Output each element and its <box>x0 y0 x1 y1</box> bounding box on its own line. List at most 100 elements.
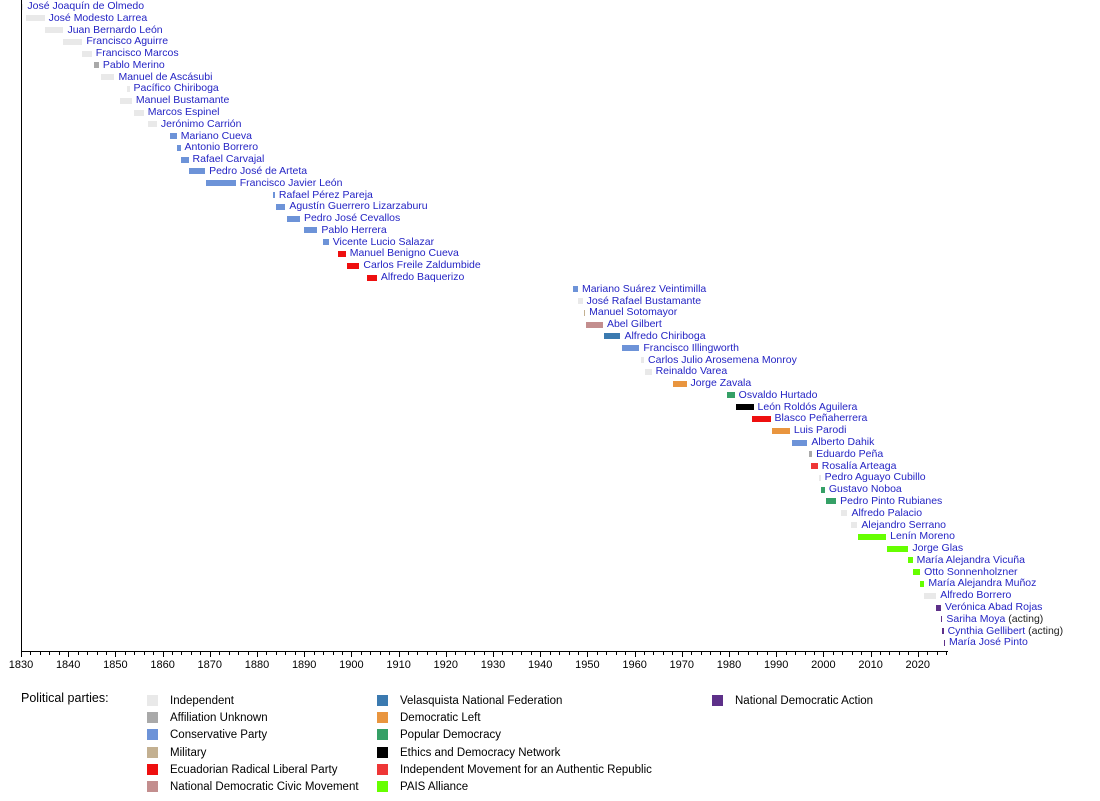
person-label: Manuel Benigno Cueva <box>350 248 459 259</box>
legend-swatch-democratic_left <box>377 712 388 724</box>
legend-swatch-popular_democracy <box>377 729 388 741</box>
person-label: Verónica Abad Rojas <box>945 602 1042 613</box>
term-bar <box>127 85 130 92</box>
minor-tick <box>672 652 674 655</box>
term-bar <box>791 439 808 446</box>
term-bar <box>101 74 115 81</box>
minor-tick <box>172 652 174 655</box>
person-label: Manuel de Ascásubi <box>118 70 213 83</box>
minor-tick <box>332 652 334 655</box>
minor-tick <box>615 652 617 655</box>
person-name: Manuel de Ascásubi <box>118 70 213 83</box>
person-label: José Rafael Bustamante <box>587 295 701 307</box>
acting-suffix: (acting) <box>1005 612 1044 625</box>
term-bar <box>886 545 909 552</box>
person-label: Rafael Pérez Pareja <box>279 189 373 201</box>
term-bar <box>573 286 578 293</box>
major-tick <box>304 652 306 657</box>
term-bar <box>772 427 790 434</box>
person-label: Lenín Moreno <box>890 531 955 542</box>
axis-year-label: 1960 <box>622 659 647 671</box>
person-label: Manuel Bustamante <box>136 95 229 106</box>
term-bar <box>304 227 318 234</box>
legend-label-mira: Independent Movement for an Authentic Re… <box>400 763 652 776</box>
legend-swatch-adn <box>712 695 723 706</box>
person-name: Gustavo Noboa <box>828 483 902 496</box>
person-name: Alfredo Palacio <box>851 506 923 519</box>
minor-tick <box>323 652 325 655</box>
person-label: Otto Sonnenholzner <box>924 566 1017 578</box>
legend-swatch-radical_liberal <box>147 763 158 775</box>
person-name: María Alejandra Muñoz <box>928 577 1037 590</box>
major-tick <box>68 652 70 657</box>
person-label: Pacífico Chiriboga <box>134 83 219 94</box>
axis-year-label: 1980 <box>716 659 742 671</box>
person-name: Manuel Benigno Cueva <box>349 247 459 260</box>
x-axis-line <box>21 651 948 652</box>
person-label: Vicente Lucio Salazar <box>333 236 434 248</box>
person-name: Francisco Aguirre <box>86 35 169 48</box>
y-axis-border <box>21 0 22 651</box>
minor-tick <box>549 652 551 655</box>
axis-year-label: 1860 <box>150 659 175 671</box>
term-bar <box>94 62 99 69</box>
person-label: Alfredo Baquerizo <box>381 272 464 283</box>
term-bar <box>603 333 621 340</box>
minor-tick <box>653 652 655 655</box>
legend-swatch-conservative <box>147 729 158 741</box>
minor-tick <box>426 652 428 655</box>
axis-year-label: 1880 <box>244 659 270 671</box>
minor-tick <box>294 652 296 655</box>
axis-year-label: 1870 <box>197 659 223 671</box>
minor-tick <box>483 652 485 655</box>
minor-tick <box>898 652 900 655</box>
minor-tick <box>757 652 759 655</box>
person-label: Cynthia Gellibert (acting) <box>948 625 1064 637</box>
major-tick <box>209 652 211 657</box>
minor-tick <box>474 652 476 655</box>
person-label: Jerónimo Carrión <box>161 118 242 130</box>
person-name: Osvaldo Hurtado <box>738 388 818 401</box>
person-name: Alejandro Serrano <box>861 518 947 531</box>
major-tick <box>21 652 22 657</box>
axis-year-label: 1970 <box>669 659 695 671</box>
major-tick <box>776 652 778 657</box>
minor-tick <box>832 652 834 655</box>
term-bar <box>585 321 603 328</box>
legend-label-velasquista: Velasquista National Federation <box>400 695 563 707</box>
term-bar <box>943 639 946 646</box>
person-name: Francisco Javier León <box>239 176 343 189</box>
term-bar <box>578 298 583 305</box>
person-label: Carlos Julio Arosemena Monroy <box>648 354 797 366</box>
person-name: Jorge Glas <box>912 542 964 555</box>
term-bar <box>169 133 177 140</box>
minor-tick <box>596 652 598 655</box>
legend-label-conservative: Conservative Party <box>170 729 268 742</box>
term-bar <box>924 592 937 599</box>
term-bar <box>338 250 346 257</box>
person-label: Alejandro Serrano <box>861 518 947 531</box>
term-bar <box>82 50 92 57</box>
person-name: Agustín Guerrero Lizarzaburu <box>289 200 428 213</box>
major-tick <box>587 652 589 657</box>
person-name: Jorge Zavala <box>690 377 752 390</box>
legend-label-adn: National Democratic Action <box>735 695 874 707</box>
minor-tick <box>946 652 948 655</box>
major-tick <box>162 652 164 657</box>
minor-tick <box>143 652 145 655</box>
axis-year-label: 1890 <box>291 659 317 671</box>
person-name: Pablo Herrera <box>321 223 387 236</box>
person-name: Manuel Bustamante <box>135 94 230 107</box>
major-tick <box>729 652 730 657</box>
term-bar <box>275 203 286 210</box>
person-name: Antonio Borrero <box>184 141 259 154</box>
term-bar <box>134 109 144 116</box>
legend-swatch-affiliation_unknown <box>147 712 158 724</box>
person-label: Marcos Espinel <box>148 107 220 118</box>
legend-swatch-velasquista <box>377 695 388 706</box>
term-bar <box>63 38 83 45</box>
person-label: Pablo Merino <box>103 59 165 71</box>
person-label: Sariha Moya (acting) <box>946 612 1044 625</box>
legend-label-ndcm: National Democratic Civic Movement <box>170 781 359 793</box>
axis-year-label: 1990 <box>763 659 789 671</box>
